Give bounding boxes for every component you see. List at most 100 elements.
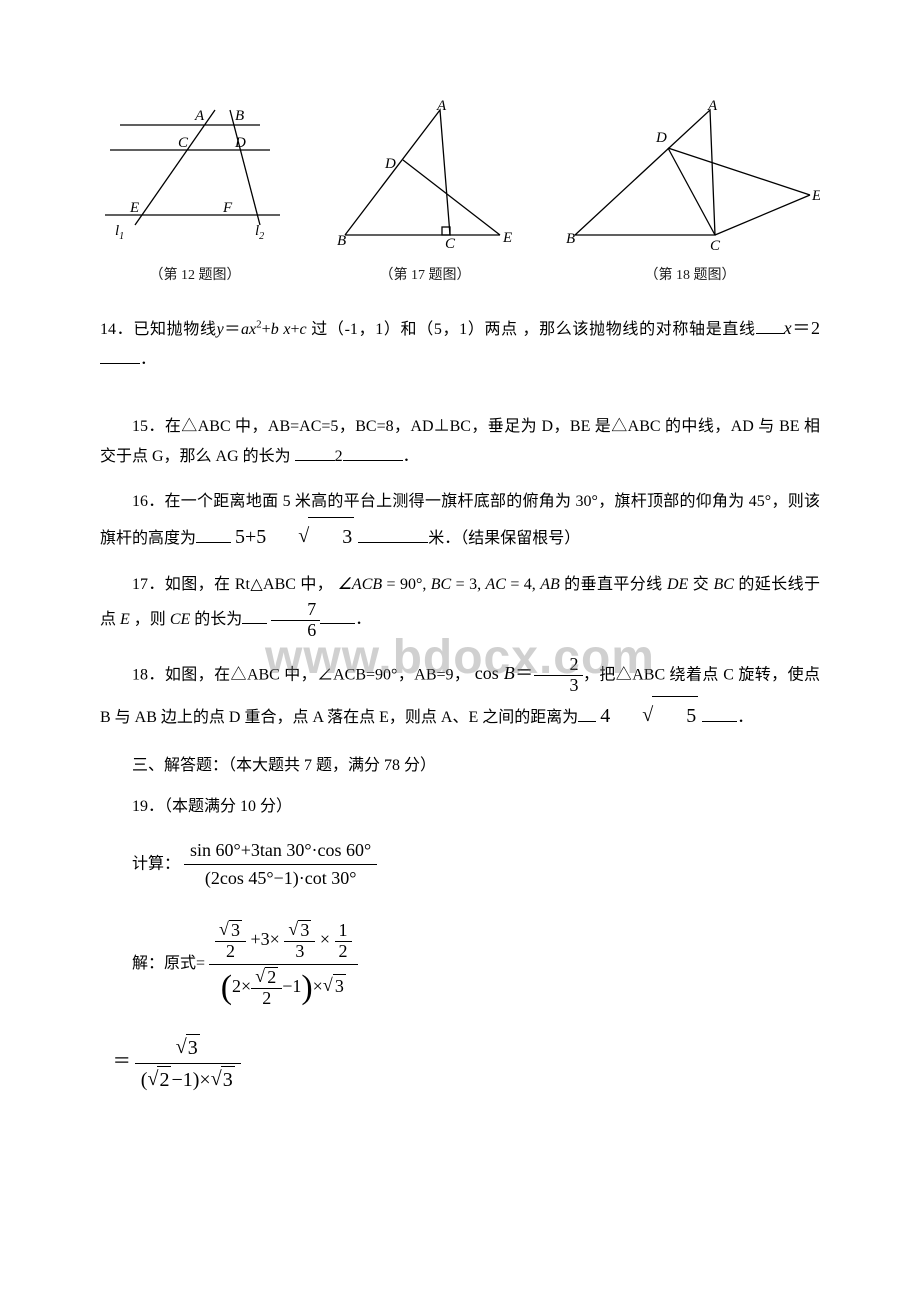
s1-dfn: 2 <box>265 967 278 988</box>
p14-tail: ． <box>140 351 156 368</box>
problem-18: 18．如图，在△ABC 中，∠ACB=90°，AB=9， cos B＝23，把△… <box>100 655 820 735</box>
figure-17: A B C D E （第 17 题图） <box>325 100 525 287</box>
p18-num: 2 <box>534 655 583 676</box>
p18-ans-coef: 4 <box>600 705 610 727</box>
p17-ac: AC <box>485 576 505 593</box>
p17-ce: CE <box>170 611 190 628</box>
s1-dtimes: × <box>313 976 323 996</box>
s1-dpre: 2× <box>232 976 251 996</box>
p19-step2-frac: 3 (2−1)× 3 <box>135 1032 241 1095</box>
p17-tail: ． <box>355 611 371 628</box>
problem-17: 17．如图，在 Rt△ABC 中， ∠ACB = 90°, BC = 3, AC… <box>100 570 820 641</box>
p17-text5: ，则 <box>130 611 170 628</box>
s1-drad: 3 <box>333 974 346 998</box>
figure-17-caption: （第 17 题图） <box>325 265 525 287</box>
s2-eq: ＝ <box>113 1052 131 1072</box>
fig12-label-F: F <box>222 200 233 216</box>
problem-19-heading: 19．（本题满分 10 分） <box>100 792 820 822</box>
problem-15: 15．在△ABC 中，AB=AC=5，BC=8，AD⊥BC，垂足为 D，BE 是… <box>100 412 820 473</box>
p19-step2: ＝ 3 (2−1)× 3 <box>113 1032 820 1095</box>
s2-drad: 2 <box>157 1066 171 1093</box>
fig18-label-A: A <box>707 100 718 114</box>
fig18-label-B: B <box>566 231 575 247</box>
p19-main-frac: sin 60°+3tan 30°·cos 60° (2cos 45°−1)·co… <box>184 837 377 893</box>
figures-row: A B C D E F l1 l2 （第 12 题图） <box>100 100 820 287</box>
section-3-heading: 三、解答题：（本大题共 7 题，满分 78 分） <box>100 753 820 779</box>
p17-text2: 的垂直平分线 <box>560 576 667 593</box>
fig12-label-D: D <box>234 135 246 151</box>
p18-tail: ． <box>737 709 753 726</box>
figure-17-svg: A B C D E <box>325 100 525 250</box>
fig12-label-E: E <box>129 200 139 216</box>
p19-step1: 解：原式= 32 +3× 33 × 12 (2×22−1)×3 <box>132 918 820 1010</box>
s1-n3n: 1 <box>335 921 352 942</box>
p19-main-den: (2cos 45°−1)·cot 30° <box>184 865 377 892</box>
p17-bc2: BC <box>714 576 734 593</box>
s1-plus: +3× <box>251 929 280 949</box>
p14-mid: 过（-1，1）和（5，1）两点 ，那么该抛物线的对称轴是直线 <box>307 321 756 338</box>
s2-drad2: 3 <box>221 1066 235 1093</box>
figure-12-caption: （第 12 题图） <box>100 265 290 287</box>
figure-18-caption: （第 18 题图） <box>560 265 820 287</box>
p17-ab: AB <box>540 576 560 593</box>
s1-times: × <box>320 929 330 949</box>
p19-step1-frac: 32 +3× 33 × 12 (2×22−1)×3 <box>209 918 357 1010</box>
p14-ans-x: x <box>784 318 792 338</box>
s2-numrad: 3 <box>186 1034 200 1061</box>
fig17-label-E: E <box>502 230 512 246</box>
p18-frac: 23 <box>534 655 583 696</box>
p14-ans-val: 2 <box>811 318 820 338</box>
problem-14: 14．已知抛物线y＝ax2+b x+c 过（-1，1）和（5，1）两点 ，那么该… <box>100 311 820 376</box>
p18-sqrt-icon: 5 <box>610 696 698 735</box>
p17-text6: 的长为 <box>190 611 242 628</box>
fig18-label-C: C <box>710 238 721 250</box>
fig12-label-A: A <box>194 108 205 124</box>
p18-ans-rad: 5 <box>652 696 698 735</box>
s1-n2n: 3 <box>298 920 311 941</box>
s1-n2d: 3 <box>284 942 315 962</box>
p14-y: y <box>217 321 224 338</box>
problem-16: 16．在一个距离地面 5 米高的平台上测得一旗杆底部的俯角为 30°，旗杆顶部的… <box>100 487 820 556</box>
p14-c: c <box>300 321 307 338</box>
s1-n1d: 2 <box>215 942 246 962</box>
p16-ans-prefix: 5+5 <box>235 526 266 548</box>
s2-dpost: −1)× <box>171 1069 210 1091</box>
p14-plus2: + <box>290 321 299 338</box>
p18-b: B <box>504 663 515 683</box>
p14-pre: 14．已知抛物线 <box>100 321 217 338</box>
p17-answer-frac: 7 6 <box>271 600 320 641</box>
p19-main-num: sin 60°+3tan 30°·cos 60° <box>184 837 377 865</box>
fig17-label-D: D <box>384 156 396 172</box>
p14-b: b <box>271 321 279 338</box>
fig12-label-l1: l1 <box>115 223 124 242</box>
p19-expression: 计算： sin 60°+3tan 30°·cos 60° (2cos 45°−1… <box>132 837 820 893</box>
p17-eq: = 90°, <box>382 576 431 593</box>
p19-calc-label: 计算： <box>132 855 180 872</box>
s1-dpost: −1 <box>282 976 301 996</box>
p17-ans-num: 7 <box>271 600 320 621</box>
p18-text1: 18．如图，在△ABC 中，∠ACB=90°，AB=9， <box>132 666 470 683</box>
p19-solve-label: 解：原式= <box>132 955 205 972</box>
p17-e: E <box>120 611 130 628</box>
p17-bc: BC <box>431 576 451 593</box>
s2-dpre: ( <box>141 1069 148 1091</box>
p16-ans-rad: 3 <box>308 517 354 556</box>
p17-de: DE <box>667 576 688 593</box>
p16-tail: 米．（结果保留根号） <box>428 530 580 547</box>
figure-12: A B C D E F l1 l2 （第 12 题图） <box>100 100 290 287</box>
p18-cos: cos <box>475 663 504 683</box>
p17-eq2: = 3, <box>451 576 485 593</box>
p15-tail: ． <box>403 448 419 465</box>
p15-answer: 2 <box>335 448 343 465</box>
p17-angle: ∠ACB <box>338 576 383 593</box>
fig18-label-D: D <box>655 130 667 146</box>
fig17-label-B: B <box>337 233 346 249</box>
p17-eq3: = 4, <box>506 576 540 593</box>
p18-den: 3 <box>534 676 583 696</box>
s1-dfd: 2 <box>251 989 282 1009</box>
fig12-label-l2: l2 <box>255 223 264 242</box>
p17-text1: 17．如图，在 Rt△ABC 中， <box>132 576 333 593</box>
fig18-label-E: E <box>811 188 820 204</box>
fig12-label-B: B <box>235 108 244 124</box>
p15-text: 15．在△ABC 中，AB=AC=5，BC=8，AD⊥BC，垂足为 D，BE 是… <box>100 418 820 465</box>
